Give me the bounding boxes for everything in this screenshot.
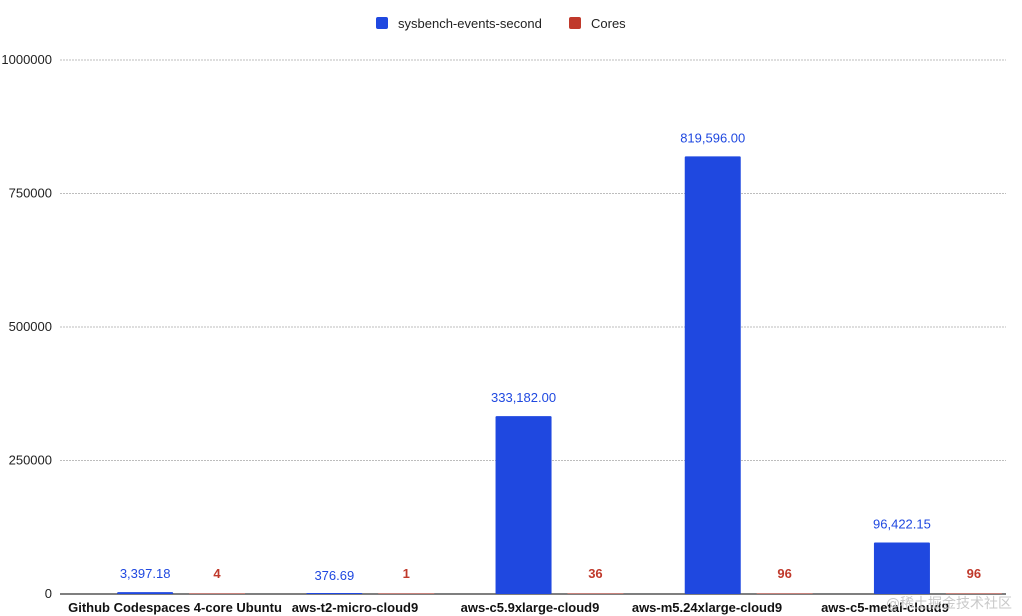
data-label-sysbench: 3,397.18 — [120, 566, 171, 581]
bar-cores — [756, 593, 813, 594]
y-tick-label: 0 — [45, 586, 52, 601]
y-axis: 0 250000 500000 750000 1000000 — [1, 52, 52, 601]
bar-cores — [945, 593, 1002, 594]
y-tick-label: 250000 — [9, 453, 52, 468]
y-tick-label: 500000 — [9, 319, 52, 334]
legend-label: Cores — [591, 16, 626, 31]
legend: sysbench-events-second Cores — [376, 16, 626, 31]
x-category-label: aws-m5.24xlarge-cloud9 — [632, 600, 782, 615]
legend-swatch — [569, 17, 581, 29]
data-label-cores: 96 — [777, 566, 791, 581]
data-label-cores: 4 — [213, 566, 221, 581]
y-tick-label: 750000 — [9, 186, 52, 201]
bar-cores — [378, 593, 435, 594]
bar-cores — [189, 593, 246, 594]
y-tick-label: 1000000 — [1, 52, 52, 67]
x-axis: Github Codespaces 4-core Ubuntu aws-t2-mi… — [68, 600, 949, 615]
bar-sysbench-events-second — [117, 592, 174, 594]
data-labels: 3,397.18 4 376.69 1 333,182.00 36 819,596.00 96… — [120, 130, 981, 582]
bar-sysbench-events-second — [873, 542, 930, 594]
data-label-cores: 96 — [967, 566, 981, 581]
bar-sysbench-events-second — [306, 593, 363, 594]
bar-cores — [567, 593, 624, 594]
legend-swatch — [376, 17, 388, 29]
data-label-sysbench: 96,422.15 — [873, 517, 931, 532]
data-label-sysbench: 333,182.00 — [491, 390, 556, 405]
x-category-label: aws-c5.9xlarge-cloud9 — [461, 600, 600, 615]
x-category-label: Github Codespaces 4-core Ubuntu — [68, 600, 282, 615]
x-category-label: aws-t2-micro-cloud9 — [292, 600, 418, 615]
legend-label: sysbench-events-second — [398, 16, 542, 31]
x-category-label: aws-c5-metal-cloud9 — [821, 600, 949, 615]
bar-sysbench-events-second — [684, 156, 741, 594]
watermark: @稀土掘金技术社区 — [886, 596, 1012, 612]
bar-sysbench-events-second — [495, 416, 552, 594]
data-label-cores: 36 — [588, 566, 602, 581]
bars — [117, 156, 1002, 594]
data-label-sysbench: 376.69 — [314, 568, 354, 583]
data-label-sysbench: 819,596.00 — [680, 130, 745, 145]
data-label-cores: 1 — [403, 566, 410, 581]
